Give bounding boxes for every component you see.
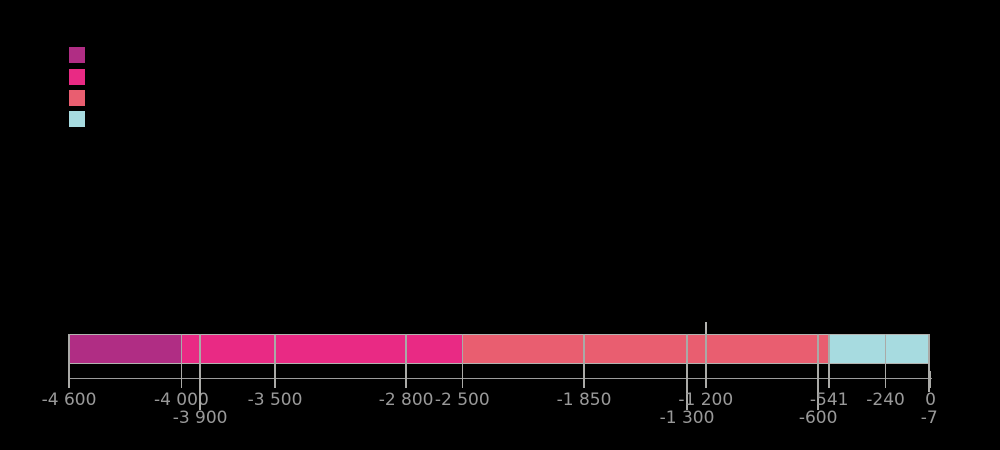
timeline-segment	[181, 334, 201, 364]
axis-tick	[928, 334, 930, 392]
timeline-segment	[275, 334, 407, 364]
axis-tick	[583, 334, 585, 388]
axis-tick-label: -1 850	[556, 390, 612, 410]
axis-tick	[68, 334, 70, 388]
timeline-segment	[584, 334, 688, 364]
axis-tick	[705, 334, 707, 388]
axis-tick	[929, 371, 932, 388]
axis-tick	[180, 334, 183, 388]
timeline-segment	[462, 334, 584, 364]
axis-tick	[274, 334, 276, 388]
timeline-segment	[705, 334, 819, 364]
axis-tick-label: -1 200	[678, 390, 734, 410]
axis-tick	[405, 334, 407, 388]
timeline-segment	[69, 334, 182, 364]
legend-swatch	[69, 111, 85, 127]
axis-tick-label: -541	[809, 390, 849, 410]
timeline-segment	[885, 334, 930, 364]
axis-tick-label: -7	[920, 408, 938, 428]
axis-tick-label: 0	[925, 390, 936, 410]
axis-tick-label: -4 000	[153, 390, 209, 410]
timeline-segment	[829, 334, 886, 364]
axis-tick-label: -3 900	[172, 408, 228, 428]
legend-swatch	[69, 90, 85, 106]
x-axis-line	[68, 377, 932, 379]
axis-tick	[828, 334, 830, 388]
timeline-segment	[687, 334, 706, 364]
axis-tick-label: -4 600	[41, 390, 97, 410]
timeline-segment	[406, 334, 463, 364]
axis-tick	[199, 334, 201, 410]
axis-tick-label: -600	[798, 408, 838, 428]
legend-swatch	[69, 69, 85, 85]
axis-tick	[884, 334, 887, 388]
axis-tick-label: -2 800	[378, 390, 434, 410]
event-marker-line	[704, 322, 707, 334]
axis-tick-label: -240	[866, 390, 905, 410]
legend-swatch	[69, 47, 85, 63]
axis-tick-label: -1 300	[659, 408, 715, 428]
axis-tick	[461, 334, 464, 388]
axis-tick	[686, 334, 688, 410]
axis-tick-label: -2 500	[434, 390, 490, 410]
axis-tick-label: -3 500	[247, 390, 303, 410]
axis-tick	[817, 334, 819, 410]
timeline-segment	[200, 334, 275, 364]
timeline-segment	[818, 334, 830, 364]
